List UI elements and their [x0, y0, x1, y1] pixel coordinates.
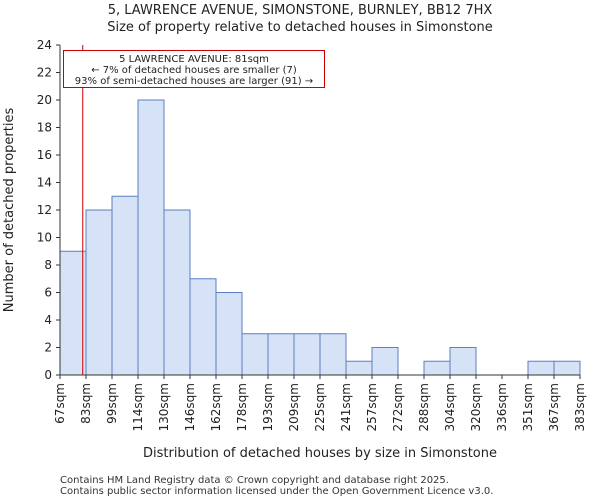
y-tick-label: 0: [44, 368, 52, 382]
x-tick-label: 320sqm: [469, 383, 483, 431]
histogram-bar: [137, 99, 165, 376]
histogram-bar: [371, 347, 399, 376]
y-tick-label: 4: [44, 313, 52, 327]
x-tick-label: 130sqm: [157, 383, 171, 431]
chart-subtitle: Size of property relative to detached ho…: [107, 20, 493, 35]
x-tick-label: 367sqm: [547, 383, 561, 431]
x-tick-label: 336sqm: [495, 383, 509, 431]
histogram-bar: [59, 250, 87, 376]
x-tick-label: 83sqm: [79, 383, 93, 424]
y-tick-label: 22: [37, 66, 52, 80]
histogram-bar: [111, 195, 139, 376]
annotation-line-2: ← 7% of detached houses are smaller (7): [91, 65, 297, 76]
x-tick-label: 193sqm: [261, 383, 275, 431]
x-tick-label: 225sqm: [313, 383, 327, 431]
x-tick-label: 383sqm: [573, 383, 587, 431]
y-tick-label: 8: [44, 258, 52, 272]
x-axis-label: Distribution of detached houses by size …: [143, 446, 497, 461]
histogram-bar: [189, 278, 217, 376]
x-tick-label: 209sqm: [287, 383, 301, 431]
histogram-bar: [319, 333, 347, 376]
x-tick-label: 114sqm: [131, 383, 145, 431]
footer-copyright: Contains HM Land Registry data © Crown c…: [60, 475, 449, 486]
y-tick-label: 2: [44, 341, 52, 355]
y-axis-label: Number of detached properties: [2, 108, 17, 313]
y-tick-label: 18: [37, 121, 52, 135]
x-tick-label: 162sqm: [209, 383, 223, 431]
footer-licence: Contains public sector information licen…: [60, 486, 494, 497]
histogram-bar: [527, 360, 555, 376]
histogram-bar: [449, 347, 477, 376]
histogram-bar: [85, 209, 113, 376]
histogram-bar: [267, 333, 295, 376]
y-tick-label: 12: [37, 203, 52, 217]
x-tick-label: 99sqm: [105, 383, 119, 424]
x-tick-label: 178sqm: [235, 383, 249, 431]
annotation-line-3: 93% of semi-detached houses are larger (…: [74, 76, 314, 87]
histogram-bar: [215, 292, 243, 376]
histogram-bar: [553, 360, 581, 376]
x-tick-label: 304sqm: [443, 383, 457, 431]
histogram-bar: [345, 360, 373, 376]
histogram-bar: [293, 333, 321, 376]
y-tick-label: 20: [37, 93, 52, 107]
y-tick-label: 10: [37, 231, 52, 245]
x-tick-label: 257sqm: [365, 383, 379, 431]
chart-title: 5, LAWRENCE AVENUE, SIMONSTONE, BURNLEY,…: [107, 3, 493, 18]
y-tick-label: 6: [44, 286, 52, 300]
histogram-bar: [423, 360, 451, 376]
x-tick-label: 146sqm: [183, 383, 197, 431]
x-tick-label: 288sqm: [417, 383, 431, 431]
x-tick-label: 351sqm: [521, 383, 535, 431]
x-tick-label: 272sqm: [391, 383, 405, 431]
x-tick-label: 241sqm: [339, 383, 353, 431]
property-annotation-box: 5 LAWRENCE AVENUE: 81sqm ← 7% of detache…: [63, 50, 325, 88]
histogram-bar: [163, 209, 191, 376]
y-tick-label: 14: [37, 176, 52, 190]
annotation-line-1: 5 LAWRENCE AVENUE: 81sqm: [119, 54, 269, 65]
y-tick-label: 16: [37, 148, 52, 162]
histogram-bar: [241, 333, 269, 376]
x-tick-label: 67sqm: [53, 383, 67, 424]
y-tick-label: 24: [37, 38, 52, 52]
